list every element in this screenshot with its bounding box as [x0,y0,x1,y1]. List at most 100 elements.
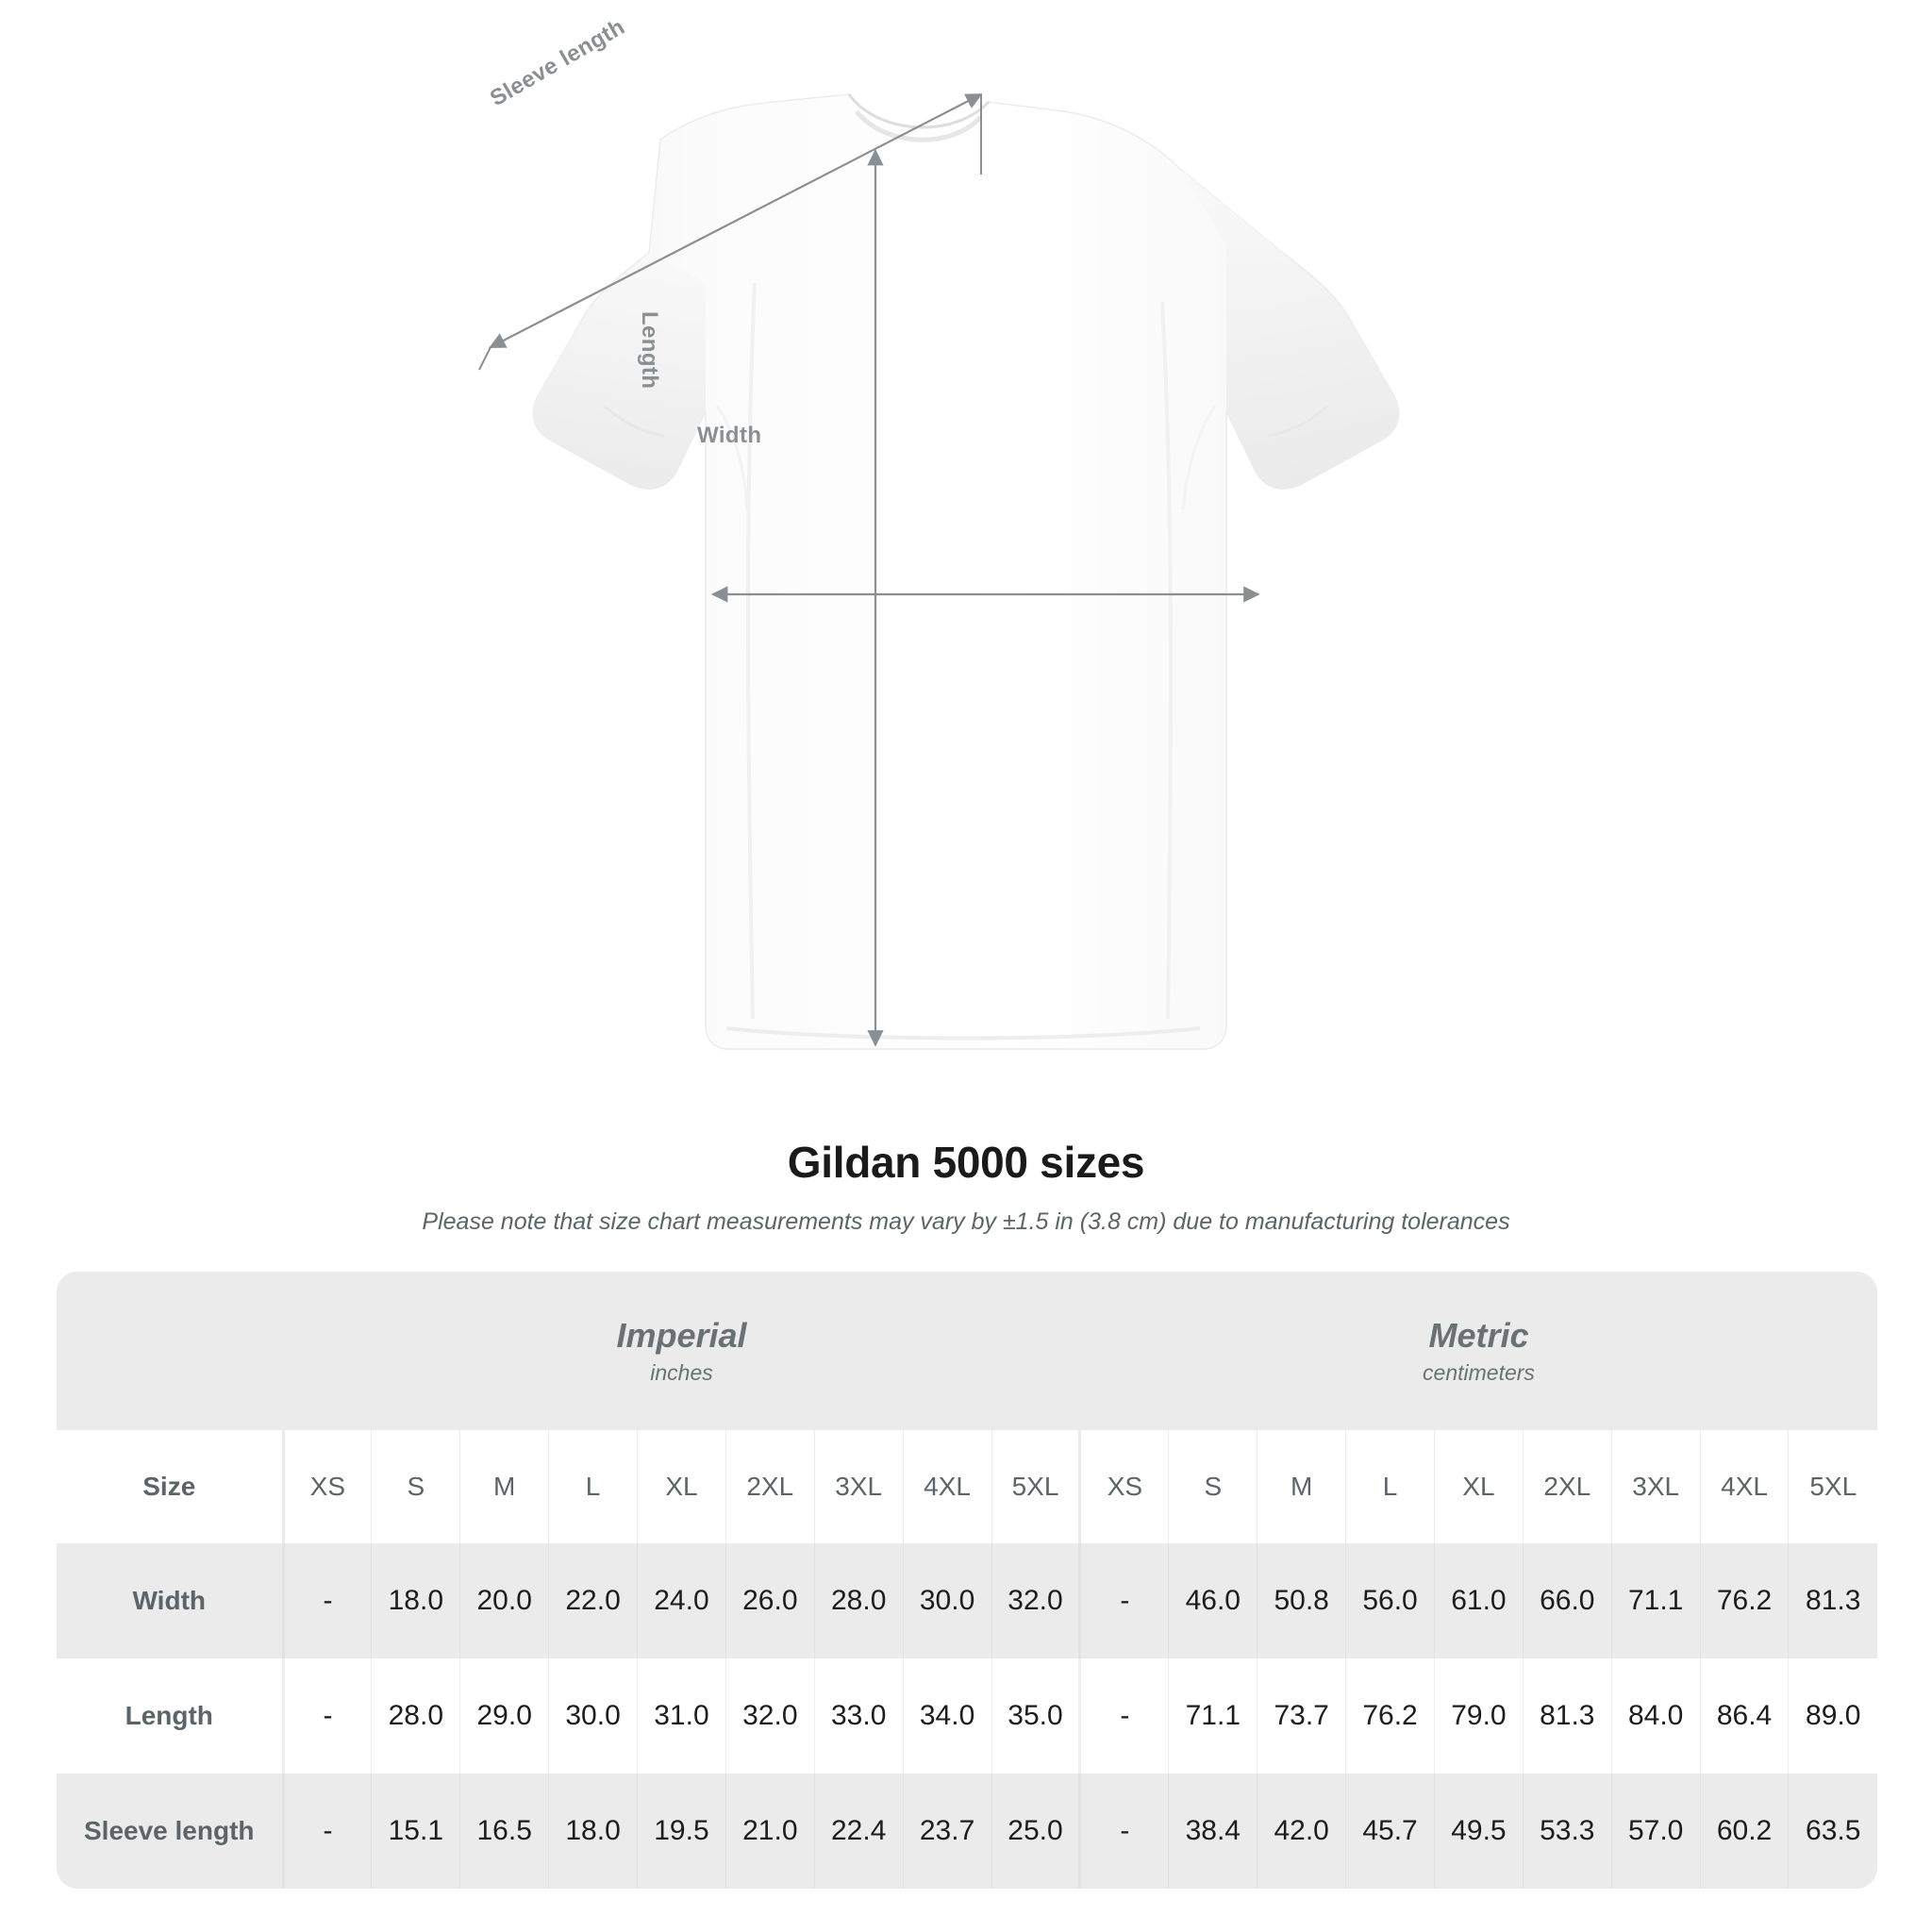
cell-length-metric-m: 73.7 [1257,1658,1346,1774]
cell-length-imperial-4xl: 34.0 [902,1658,991,1774]
cell-sleeve-length-imperial-5xl: 25.0 [991,1774,1080,1889]
cell-length-metric-3xl: 84.0 [1610,1658,1701,1774]
cell-length-metric-xl: 79.0 [1433,1658,1524,1774]
size-header-cell-s: S [371,1430,460,1543]
size-header-cell-5xl: 5XL [1788,1430,1877,1543]
cell-length-metric-xs: - [1078,1658,1169,1774]
cell-length-imperial-2xl: 32.0 [724,1658,815,1774]
cell-width-metric-3xl: 71.1 [1610,1543,1701,1658]
size-header-row: Size XS S M L XL 2XL 3XL 4XL 5XL XS S M L XL 2XL 3XL 4XL 5… [57,1430,1877,1543]
unit-system-header-row: Imperial inches Metric centimeters [57,1272,1877,1430]
cell-length-imperial-xl: 31.0 [637,1658,726,1774]
cell-sleeve-length-imperial-l: 18.0 [548,1774,638,1889]
size-header-cell-4xl: 4XL [1699,1430,1789,1543]
length-label: Length [637,311,662,390]
size-header-cell-xl: XL [637,1430,726,1543]
cell-sleeve-length-metric-s: 38.4 [1168,1774,1257,1889]
unit-subtitle: centimeters [1423,1360,1535,1386]
cell-length-metric-l: 76.2 [1345,1658,1435,1774]
size-header-cell-l: L [548,1430,638,1543]
tshirt-diagram: Sleeve length Length Width [478,14,1400,1050]
cell-length-imperial-m: 29.0 [459,1658,549,1774]
size-column-label: Size [57,1430,283,1543]
cell-width-metric-m: 50.8 [1257,1543,1346,1658]
cell-sleeve-length-imperial-xs: - [281,1774,372,1889]
cell-sleeve-length-imperial-4xl: 23.7 [902,1774,991,1889]
unit-name: Metric [1428,1315,1529,1355]
cell-length-imperial-5xl: 35.0 [991,1658,1080,1774]
unit-subtitle: inches [650,1360,713,1386]
cell-width-imperial-3xl: 28.0 [813,1543,904,1658]
row-label-sleeve-length: Sleeve length [57,1774,283,1889]
size-chart-table: Imperial inches Metric centimeters Size XS S M L… [57,1272,1877,1889]
unit-name: Imperial [616,1315,747,1355]
cell-width-metric-xl: 61.0 [1433,1543,1524,1658]
size-header-cell-xs: XS [1078,1430,1169,1543]
size-header-cell-5xl: 5XL [991,1430,1080,1543]
cell-length-metric-2xl: 81.3 [1522,1658,1612,1774]
cell-length-imperial-xs: - [281,1658,372,1774]
size-header-cell-xs: XS [281,1430,372,1543]
size-header-cell-2xl: 2XL [724,1430,815,1543]
size-header-cell-xl: XL [1433,1430,1524,1543]
unit-header-metric: Metric centimeters [1079,1272,1877,1430]
size-header-cell-m: M [459,1430,549,1543]
tolerance-note: Please note that size chart measurements… [422,1208,1510,1235]
cell-width-metric-5xl: 81.3 [1788,1543,1877,1658]
cell-width-metric-2xl: 66.0 [1522,1543,1612,1658]
cell-width-imperial-4xl: 30.0 [902,1543,991,1658]
cell-sleeve-length-metric-xs: - [1078,1774,1169,1889]
cell-width-metric-4xl: 76.2 [1699,1543,1789,1658]
cell-width-metric-xs: - [1078,1543,1169,1658]
table-row: Width -18.0 20.0 22.0 24.0 26.0 28.0 30.0 32.0-4… [57,1543,1877,1658]
cell-width-imperial-xs: - [281,1543,372,1658]
cell-width-metric-s: 46.0 [1168,1543,1257,1658]
cell-length-imperial-s: 28.0 [371,1658,460,1774]
sleeve-length-guide [478,93,983,371]
size-header-cell-2xl: 2XL [1522,1430,1612,1543]
cell-sleeve-length-metric-5xl: 63.5 [1788,1774,1877,1889]
size-header-cell-l: L [1345,1430,1435,1543]
cell-sleeve-length-imperial-2xl: 21.0 [724,1774,815,1889]
cell-sleeve-length-metric-m: 42.0 [1257,1774,1346,1889]
cell-length-imperial-3xl: 33.0 [813,1658,904,1774]
heading-block: Gildan 5000 sizes Please note that size … [0,1137,1932,1236]
cell-width-imperial-2xl: 26.0 [724,1543,815,1658]
size-header-cell-3xl: 3XL [813,1430,904,1543]
cell-length-imperial-l: 30.0 [548,1658,638,1774]
cell-width-imperial-l: 22.0 [548,1543,638,1658]
cell-length-metric-s: 71.1 [1168,1658,1257,1774]
cell-sleeve-length-metric-3xl: 57.0 [1610,1774,1701,1889]
size-header-cell-m: M [1257,1430,1346,1543]
cell-sleeve-length-imperial-3xl: 22.4 [813,1774,904,1889]
unit-row-corner [57,1272,283,1430]
cell-sleeve-length-metric-4xl: 60.2 [1699,1774,1789,1889]
cell-length-metric-4xl: 86.4 [1699,1658,1789,1774]
cell-length-metric-5xl: 89.0 [1788,1658,1877,1774]
cell-width-imperial-m: 20.0 [459,1543,549,1658]
cell-sleeve-length-metric-l: 45.7 [1345,1774,1435,1889]
size-table-wrapper: Imperial inches Metric centimeters Size XS S M L… [57,1272,1877,1889]
page-title: Gildan 5000 sizes [787,1138,1145,1187]
tshirt-body-shape [532,93,1400,1050]
table-row: Sleeve length -15.1 16.5 18.0 19.5 21.0 22.4 23… [57,1774,1877,1889]
cell-sleeve-length-metric-xl: 49.5 [1433,1774,1524,1889]
row-label-width: Width [57,1543,283,1658]
row-label-length: Length [57,1658,283,1774]
size-header-cell-3xl: 3XL [1610,1430,1701,1543]
width-label: Width [697,423,762,448]
cell-sleeve-length-metric-2xl: 53.3 [1522,1774,1612,1889]
size-header-cell-4xl: 4XL [902,1430,991,1543]
cell-width-imperial-s: 18.0 [371,1543,460,1658]
cell-width-imperial-xl: 24.0 [637,1543,726,1658]
unit-header-imperial: Imperial inches [283,1272,1080,1430]
table-row: Length -28.0 29.0 30.0 31.0 32.0 33.0 34.0 35.0-… [57,1658,1877,1774]
cell-width-imperial-5xl: 32.0 [991,1543,1080,1658]
cell-sleeve-length-imperial-xl: 19.5 [637,1774,726,1889]
tshirt-illustration-svg [478,93,1400,1050]
cell-sleeve-length-imperial-s: 15.1 [371,1774,460,1889]
size-header-cell-s: S [1168,1430,1257,1543]
cell-width-metric-l: 56.0 [1345,1543,1435,1658]
cell-sleeve-length-imperial-m: 16.5 [459,1774,549,1889]
